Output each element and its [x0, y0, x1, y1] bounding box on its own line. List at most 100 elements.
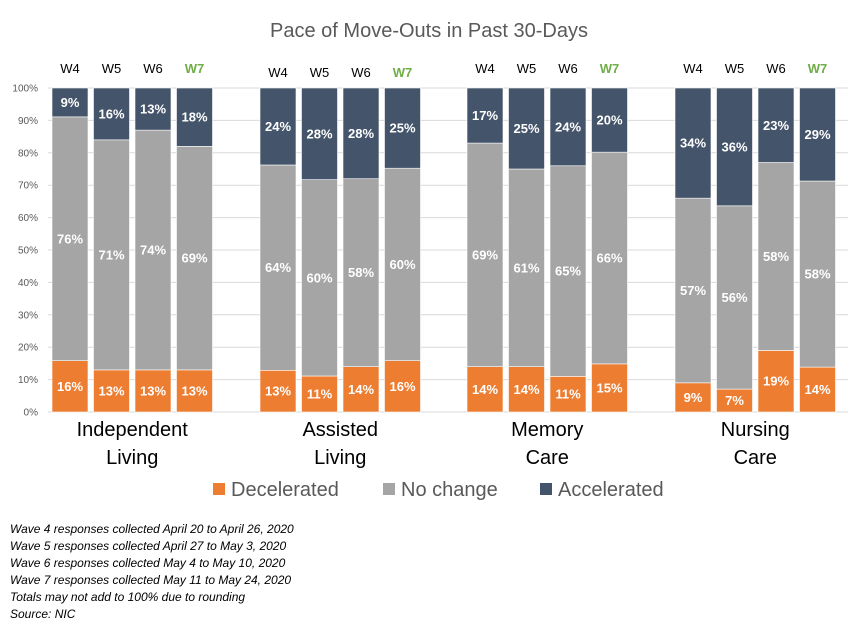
footnote-source: Source: NIC — [10, 607, 76, 621]
data-label: 9% — [61, 95, 80, 110]
data-label: 66% — [596, 251, 622, 266]
bar-segment — [176, 87, 213, 147]
data-label: 34% — [680, 136, 706, 151]
data-label: 14% — [348, 382, 374, 397]
bar-segment — [466, 87, 504, 144]
bar-segment — [301, 179, 338, 377]
data-label: 58% — [763, 249, 789, 264]
data-label: 25% — [513, 121, 539, 136]
bar-segment — [799, 366, 836, 413]
wave-label: W5 — [310, 65, 330, 80]
data-label: 15% — [596, 380, 622, 395]
data-label: 11% — [555, 387, 581, 402]
data-label: 14% — [804, 382, 830, 397]
data-label: 7% — [725, 393, 744, 408]
bar-segment — [508, 366, 545, 413]
category-label: Independent — [77, 419, 189, 441]
category-label: Care — [526, 447, 569, 469]
data-label: 18% — [181, 110, 207, 125]
bar-segment — [384, 360, 421, 413]
bar-segment — [716, 87, 753, 207]
bar-segment — [757, 87, 795, 163]
wave-label: W4 — [268, 65, 288, 80]
data-label: 16% — [98, 106, 124, 121]
legend-swatch — [383, 483, 395, 495]
data-label: 58% — [348, 265, 374, 280]
data-label: 60% — [389, 257, 415, 272]
data-label: 29% — [804, 127, 830, 142]
bar-segment — [508, 168, 545, 367]
bar-group: W4 14% 69% 17% W5 14% 61% 25% W6 11% 65% 24% W7 15% 66… — [466, 61, 628, 469]
legend: Decelerated No change Accelerated — [213, 479, 664, 501]
bar-segment — [134, 129, 172, 371]
bar-segment — [51, 360, 89, 413]
data-label: 69% — [181, 251, 207, 266]
bar-segment — [51, 87, 89, 118]
bar-segment — [591, 363, 628, 413]
y-tick-label: 90% — [18, 116, 38, 127]
bar-segment — [93, 139, 130, 371]
footnote-wave4: Wave 4 responses collected April 20 to A… — [10, 522, 294, 536]
category-label: Living — [106, 447, 158, 469]
bar-segment — [301, 375, 338, 413]
data-label: 56% — [721, 290, 747, 305]
bar-segment — [549, 87, 587, 167]
legend-label: Accelerated — [558, 479, 664, 501]
category-label: Living — [314, 447, 366, 469]
y-tick-label: 80% — [18, 148, 38, 159]
footnote-rounding: Totals may not add to 100% due to roundi… — [10, 590, 246, 604]
bar-segment — [799, 87, 836, 182]
y-tick-label: 20% — [18, 343, 38, 354]
bar-segment — [549, 376, 587, 413]
bar-segment — [591, 87, 628, 153]
bar-segment — [342, 178, 380, 367]
legend-label: Decelerated — [231, 479, 339, 501]
legend-swatch — [540, 483, 552, 495]
bar-segment — [466, 366, 504, 413]
data-label: 11% — [307, 387, 333, 402]
data-label: 65% — [555, 264, 581, 279]
data-label: 24% — [555, 119, 581, 134]
footnote-wave5: Wave 5 responses collected April 27 to M… — [10, 539, 287, 553]
bar-segment — [176, 146, 213, 371]
bar-segment — [757, 350, 795, 413]
bar-segment — [799, 180, 836, 368]
y-tick-label: 50% — [18, 246, 38, 257]
bar-group: W4 9% 57% 34% W5 7% 56% 36% W6 19% 58% 23% W7 14% 58% 2… — [674, 61, 836, 469]
bar-segment — [674, 87, 712, 199]
wave-label: W6 — [351, 65, 371, 80]
bar-segment — [591, 151, 628, 365]
data-label: 71% — [98, 247, 124, 262]
data-label: 9% — [684, 390, 703, 405]
y-tick-label: 100% — [12, 84, 38, 95]
legend-swatch — [213, 483, 225, 495]
y-tick-label: 10% — [18, 375, 38, 386]
chart-title: Pace of Move-Outs in Past 30-Days — [270, 20, 588, 42]
data-label: 17% — [472, 108, 498, 123]
data-label: 13% — [98, 383, 124, 398]
bar-group: W4 13% 64% 24% W5 11% 60% 28% W6 14% 58% 28% W7 16% 60… — [259, 65, 421, 469]
data-label: 36% — [721, 139, 747, 154]
y-axis: 0% 10% 20% 30% 40% 50% 60% 70% 80% 90% 100% — [12, 84, 38, 419]
wave-label: W5 — [517, 61, 537, 76]
y-tick-label: 30% — [18, 310, 38, 321]
wave-label: W7 — [600, 61, 620, 76]
wave-label: W5 — [725, 61, 745, 76]
data-label: 13% — [181, 383, 207, 398]
footnotes: Wave 4 responses collected April 20 to A… — [10, 521, 294, 623]
y-tick-label: 0% — [24, 408, 39, 419]
bar-segment — [259, 369, 297, 413]
data-label: 13% — [140, 383, 166, 398]
data-label: 13% — [140, 102, 166, 117]
wave-label: W7 — [185, 61, 205, 76]
bar-segment — [259, 87, 297, 166]
stacked-bar-chart: Pace of Move-Outs in Past 30-Days 0% 10% 2… — [12, 20, 848, 501]
data-label: 61% — [513, 260, 539, 275]
data-label: 69% — [472, 247, 498, 262]
data-label: 19% — [763, 374, 789, 389]
y-tick-label: 70% — [18, 181, 38, 192]
category-label: Memory — [511, 419, 583, 441]
data-label: 57% — [680, 283, 706, 298]
bars: W4 16% 76% 9% W5 13% 71% 16% W6 13% 74% 13% W7 13% 69%… — [51, 61, 836, 469]
y-tick-label: 40% — [18, 278, 38, 289]
